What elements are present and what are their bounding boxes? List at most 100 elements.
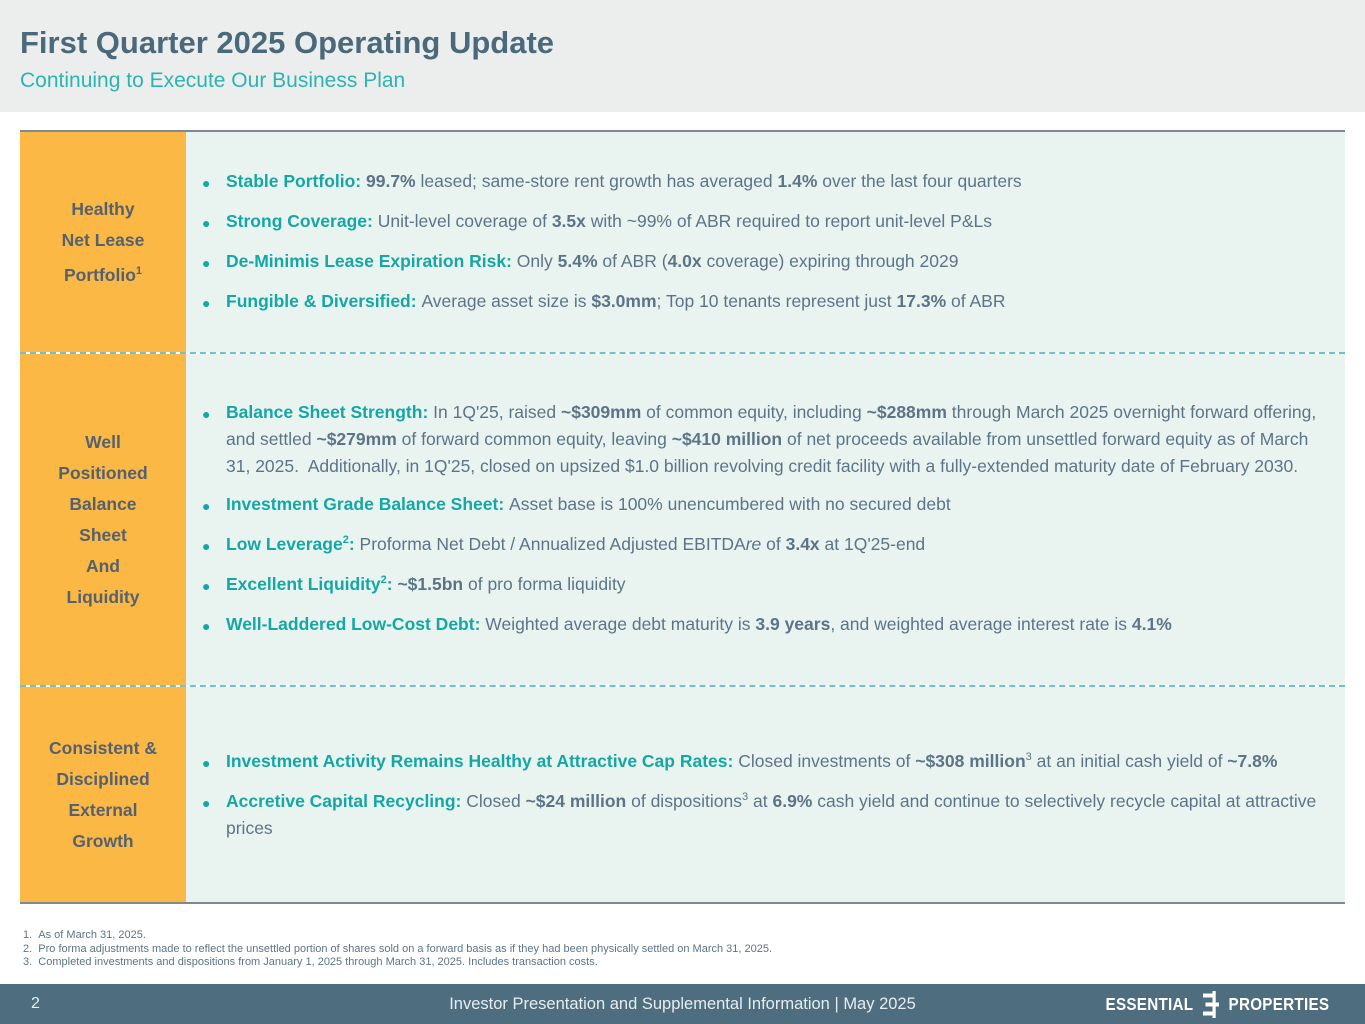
text-segment: 4.1% xyxy=(1131,614,1172,634)
text-segment: over the last four quarters xyxy=(817,170,1022,191)
bullet-text: Investment Activity Remains Healthy at A… xyxy=(226,748,1277,777)
text-segment: Low Leverage xyxy=(226,534,343,554)
text-segment: Closed xyxy=(466,790,526,811)
row-label-text: Well Positioned Balance Sheet And Liquidity xyxy=(58,427,147,613)
text-segment: ~$309mm xyxy=(561,402,642,422)
text-segment: In 1Q'25, raised xyxy=(433,402,561,422)
text-segment: of ABR ( xyxy=(597,250,668,271)
footnote-ref: 3 xyxy=(742,790,749,803)
text-segment: , and weighted average interest rate is xyxy=(830,614,1132,634)
row-content: ● Investment Activity Remains Healthy at … xyxy=(186,687,1345,902)
bullet-icon: ● xyxy=(202,794,211,811)
bullet-item: ● Fungible & Diversified: Average asset s… xyxy=(202,288,1327,317)
page-title: First Quarter 2025 Operating Update xyxy=(20,25,555,60)
bullet-text: Stable Portfolio: 99.7% leased; same-sto… xyxy=(226,168,1022,197)
text-segment: ~$279mm xyxy=(316,429,397,449)
text-segment: Strong Coverage: xyxy=(226,210,378,231)
page-subtitle: Continuing to Execute Our Business Plan xyxy=(20,69,406,93)
text-segment: ~$308 million xyxy=(915,750,1026,771)
footer-bar: 2 Investor Presentation and Supplemental… xyxy=(0,984,1365,1024)
board-row: Healthy Net Lease Portfolio1 ● Stable Portfo… xyxy=(20,132,1345,352)
bullet-item: ● Excellent Liquidity2: ~$1.5bn of pro fo… xyxy=(202,571,1327,600)
text-segment: Stable Portfolio: xyxy=(226,170,366,191)
text-segment: at xyxy=(748,790,773,811)
text-segment: of forward common equity, leaving xyxy=(396,429,672,449)
essential-properties-logo: ESSENTIAL PROPERTIES xyxy=(1099,990,1337,1018)
text-segment: 1.4% xyxy=(777,170,818,191)
footnote-ref: 3 xyxy=(1025,750,1032,763)
text-segment: Average asset size is xyxy=(421,290,592,311)
board-row: Consistent & Disciplined External Growth ● In… xyxy=(20,685,1345,902)
bullet-text: Balance Sheet Strength: In 1Q'25, raised… xyxy=(226,399,1327,480)
bullet-text: Fungible & Diversified: Average asset si… xyxy=(226,288,1005,317)
text-segment: 3.9 years xyxy=(755,614,831,634)
text-segment: Unit-level coverage of xyxy=(377,210,552,231)
footnote-item: 1. As of March 31, 2025. xyxy=(23,929,146,941)
bullet-icon: ● xyxy=(202,174,211,191)
row-label-text: Consistent & Disciplined External Growth xyxy=(49,733,157,857)
summary-table: Healthy Net Lease Portfolio1 ● Stable Portfo… xyxy=(20,130,1345,904)
text-segment: Proforma Net Debt / Annualized Adjusted … xyxy=(359,534,746,554)
row-label-line: Consistent & xyxy=(49,737,157,758)
bullet-text: Low Leverage2: Proforma Net Debt / Annua… xyxy=(226,531,925,560)
text-segment: Fungible & Diversified: xyxy=(226,290,422,311)
row-content: ● Balance Sheet Strength: In 1Q'25, raise… xyxy=(186,354,1345,685)
text-segment: Weighted average debt maturity is xyxy=(485,614,756,634)
text-segment: Investment Activity Remains Healthy at A… xyxy=(226,750,739,771)
text-segment: Closed investments of xyxy=(738,750,916,771)
logo-mark-icon xyxy=(1203,990,1220,1018)
row-content: ● Stable Portfolio: 99.7% leased; same-st… xyxy=(186,132,1345,352)
row-label-line: Sheet xyxy=(79,524,127,545)
bullet-icon: ● xyxy=(202,406,211,422)
row-label-text: Healthy Net Lease Portfolio1 xyxy=(62,194,145,291)
text-segment: ~$1.5bn xyxy=(397,574,464,594)
row-label-line: Portfolio1 xyxy=(63,264,143,285)
text-segment: of ABR xyxy=(946,290,1006,311)
footnote-ref: 2 xyxy=(342,534,349,547)
text-segment: ~$24 million xyxy=(525,790,627,811)
text-segment: with ~99% of ABR required to report unit… xyxy=(585,210,993,231)
text-segment: cash yield and continue to selectively r… xyxy=(226,790,1317,838)
slide-header: First Quarter 2025 Operating Update Cont… xyxy=(0,0,1365,112)
row-label-line: Net Lease xyxy=(61,229,145,250)
bullet-item: ● De-Minimis Lease Expiration Risk: Only … xyxy=(202,248,1327,277)
row-label-line: Disciplined xyxy=(56,768,150,789)
text-segment: ~$288mm xyxy=(866,402,947,422)
footnote-item: 2. Pro forma adjustments made to reflect… xyxy=(23,942,773,955)
bullet-item: ● Balance Sheet Strength: In 1Q'25, raise… xyxy=(202,399,1327,480)
board-row: Well Positioned Balance Sheet And Liquidity ● B… xyxy=(20,352,1345,685)
page-number: 2 xyxy=(31,995,40,1012)
logo-text-essential: ESSENTIAL xyxy=(1105,993,1194,1014)
bullet-item: ● Strong Coverage: Unit-level coverage of… xyxy=(202,208,1327,237)
footnote-ref: 2 xyxy=(380,574,387,587)
text-segment: Only xyxy=(516,250,558,271)
text-segment: coverage) expiring through 2029 xyxy=(701,250,959,271)
bullet-icon: ● xyxy=(202,538,211,554)
text-segment: at 1Q'25-end xyxy=(819,534,926,554)
text-segment: Balance Sheet Strength: xyxy=(226,402,434,422)
bullet-item: ● Investment Grade Balance Sheet: Asset b… xyxy=(202,491,1327,520)
footer-caption: Investor Presentation and Supplemental I… xyxy=(449,994,916,1013)
bullet-icon: ● xyxy=(202,254,211,271)
bullet-icon: ● xyxy=(202,498,211,514)
footnotes: 1. As of March 31, 2025. 2. Pro forma adj… xyxy=(23,929,772,970)
footnote-ref: 1 xyxy=(135,264,143,277)
text-segment: through March 2025 overnight forward off… xyxy=(226,402,1317,449)
bullet-item: ● Low Leverage2: Proforma Net Debt / Annu… xyxy=(202,531,1327,560)
text-segment: leased; same-store rent growth has avera… xyxy=(415,170,778,191)
text-segment: 3.5x xyxy=(551,210,586,231)
text-segment: 5.4% xyxy=(557,250,598,271)
text-segment: of xyxy=(761,534,786,554)
row-label: Well Positioned Balance Sheet And Liquidity xyxy=(20,354,186,685)
row-label-line: Liquidity xyxy=(66,586,140,607)
bullet-text: Well-Laddered Low-Cost Debt: Weighted av… xyxy=(226,611,1172,640)
text-segment: re xyxy=(745,534,762,554)
text-segment: of dispositions xyxy=(626,790,743,811)
text-segment: of net proceeds available from unsettled… xyxy=(226,429,1309,476)
bullet-item: ● Stable Portfolio: 99.7% leased; same-st… xyxy=(202,168,1327,197)
text-segment: : xyxy=(348,534,360,554)
text-segment: 6.9% xyxy=(772,790,813,811)
row-label-line: Positioned xyxy=(58,462,148,483)
row-label-line: Balance xyxy=(69,493,137,514)
text-segment: 4.0x xyxy=(667,250,702,271)
